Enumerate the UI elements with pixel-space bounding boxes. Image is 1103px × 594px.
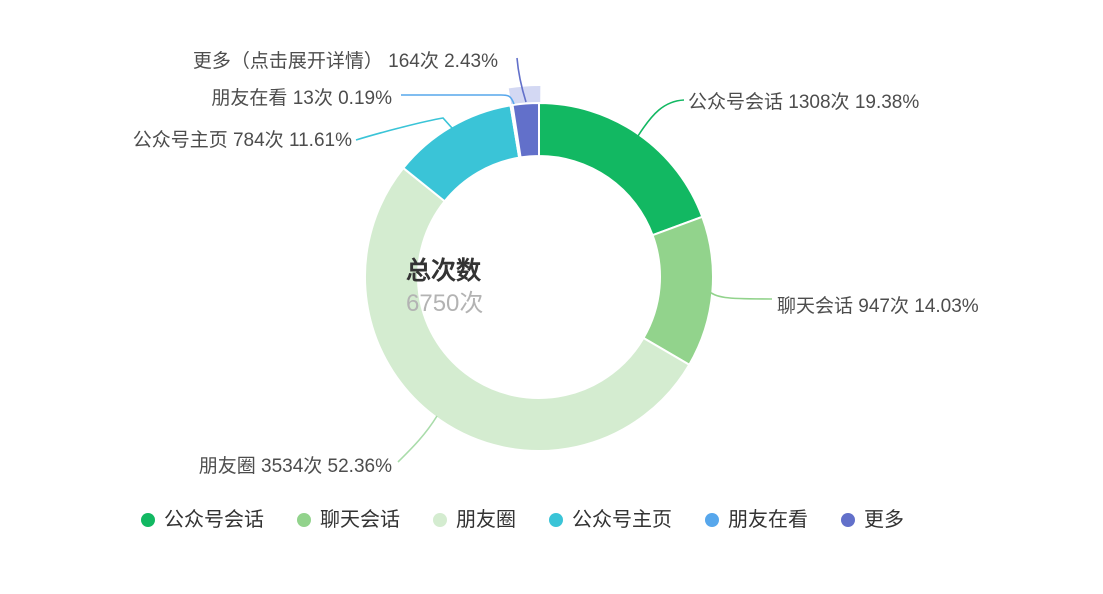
leader-line-friends-watching [401, 94, 515, 105]
slice-more[interactable] [511, 102, 540, 159]
legend-label-friends-watching: 朋友在看 [728, 509, 808, 531]
legend-label-more: 更多 [864, 509, 904, 531]
leader-line-more [516, 57, 527, 103]
center-total-title: 总次数 [406, 257, 482, 285]
legend-dot-chat-session [297, 513, 311, 527]
leader-line-chat-session [706, 289, 773, 300]
slice-chat-session[interactable] [642, 215, 714, 366]
legend-dot-official-account-homepage [549, 513, 563, 527]
slice-label-official-account-homepage: 公众号主页 784次 11.61% [132, 130, 352, 151]
leader-line-official-account-chat [637, 99, 685, 137]
legend-item-moments[interactable]: 朋友圈 [433, 507, 516, 533]
slice-official-account-chat[interactable] [538, 102, 704, 237]
center-total: 总次数 6750次 [406, 255, 483, 319]
legend-item-official-account-homepage[interactable]: 公众号主页 [549, 507, 672, 533]
legend-item-more[interactable]: 更多 [841, 507, 904, 533]
legend-dot-friends-watching [705, 513, 719, 527]
legend-label-official-account-homepage: 公众号主页 [572, 509, 672, 531]
slice-label-chat-session: 聊天会话 947次 14.03% [777, 296, 979, 317]
legend-dot-more [841, 513, 855, 527]
slice-label-moments: 朋友圈 3534次 52.36% [198, 456, 392, 477]
legend-label-chat-session: 聊天会话 [320, 509, 400, 531]
legend-item-official-account-chat[interactable]: 公众号会话 [141, 507, 264, 533]
slice-label-more[interactable]: 更多（点击展开详情） 164次 2.43% [192, 51, 498, 72]
legend-item-friends-watching[interactable]: 朋友在看 [705, 507, 808, 533]
slice-label-friends-watching: 朋友在看 13次 0.19% [211, 88, 392, 109]
legend-dot-official-account-chat [141, 513, 155, 527]
legend-item-chat-session[interactable]: 聊天会话 [297, 507, 400, 533]
legend-label-moments: 朋友圈 [456, 509, 516, 531]
leader-line-official-account-homepage [355, 117, 453, 141]
slice-moments[interactable] [364, 167, 691, 452]
legend-label-official-account-chat: 公众号会话 [164, 509, 264, 531]
slice-label-official-account-chat: 公众号会话 1308次 19.38% [688, 92, 920, 113]
legend-dot-moments [433, 513, 447, 527]
legend: 公众号会话 聊天会话 朋友圈 公众号主页 朋友在看 更多 [141, 507, 904, 533]
center-total-value: 6750次 [406, 290, 484, 317]
leader-line-moments [397, 415, 438, 463]
